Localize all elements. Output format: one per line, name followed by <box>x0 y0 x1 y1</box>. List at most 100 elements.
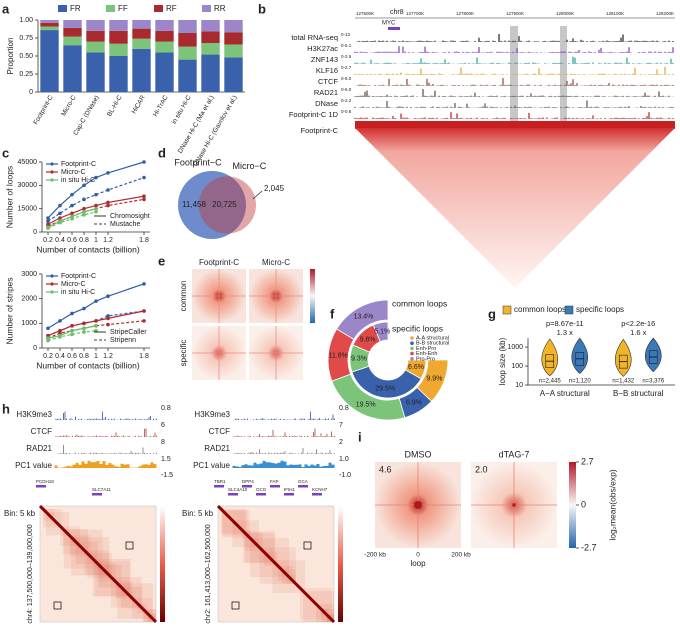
bar-segment <box>178 46 197 60</box>
violin <box>571 337 589 374</box>
segment-label: 9.3% <box>351 356 367 363</box>
track-signal <box>354 56 674 64</box>
legend-label: FF <box>118 4 128 13</box>
bar-segment <box>155 30 174 42</box>
bar-segment <box>109 30 128 44</box>
fold-change: 1.3 x <box>557 328 574 337</box>
bar-segment <box>40 22 59 27</box>
coordinate-label: 127800K <box>456 11 474 16</box>
track-range: 0-8.0 <box>341 76 352 81</box>
x-tick-label: Hi-TrAC <box>152 94 170 118</box>
map-label: Footprint-C <box>300 126 338 135</box>
segment-label: 9.9% <box>426 375 442 382</box>
track-signal <box>354 77 674 86</box>
track-range: 0-13 <box>341 32 351 37</box>
bin-label: Bin: 5 kb <box>182 509 214 518</box>
gene <box>284 493 294 496</box>
colorbar <box>310 269 315 323</box>
data-point <box>46 216 50 220</box>
highlight <box>510 26 518 128</box>
legend-label: in situ Hi-C <box>61 289 95 296</box>
track-signal <box>233 447 335 454</box>
y-tick-label: 30000 <box>18 182 38 189</box>
track-max: 1.5 <box>161 456 171 463</box>
data-point <box>94 319 98 323</box>
legend-label: Stripenn <box>110 337 136 344</box>
data-point <box>142 160 146 164</box>
x-tick-label: Footprint-C <box>32 94 54 126</box>
legend-swatch <box>58 5 67 12</box>
track-min: -1.5 <box>161 472 173 479</box>
legend-label: Footprint-C <box>61 273 96 280</box>
venn-value: 11,458 <box>182 200 206 209</box>
loop-box <box>53 601 62 610</box>
data-point <box>94 203 98 208</box>
enrichment-label: 4.6 <box>379 464 392 474</box>
bar-segment <box>132 28 151 39</box>
segment-label: 19.5% <box>356 402 376 409</box>
y-tick-label: 45000 <box>18 159 38 166</box>
legend-label: Footprint-C <box>61 161 96 168</box>
contact-diagonal <box>216 504 336 624</box>
data-point <box>82 326 86 331</box>
gene-label: PCDH18 <box>36 479 54 484</box>
x-tick-label: 1.8 <box>139 353 149 360</box>
colorbar <box>569 462 576 548</box>
heatmap-title: dTAG-7 <box>499 449 530 459</box>
highlight <box>560 26 567 128</box>
y-tick-label: 0 <box>29 89 33 96</box>
track-range: 0-2.7 <box>341 65 352 70</box>
segment-label: 6.9% <box>406 400 422 407</box>
gene-label: IFIH1 <box>284 487 295 492</box>
data-point <box>58 331 62 336</box>
colorbar <box>160 506 165 622</box>
x-tick-label: 200 kb <box>451 552 471 559</box>
track-label: Footprint-C 1D <box>289 110 339 119</box>
x-tick-label: -200 kb <box>364 552 386 559</box>
panel-label: i <box>358 429 362 444</box>
donut-segment <box>372 321 389 343</box>
data-point <box>46 219 50 223</box>
track-signal <box>233 428 335 437</box>
data-point <box>70 328 74 333</box>
group-label: A−A structural <box>540 389 590 398</box>
data-point <box>94 299 98 303</box>
y-tick-label: 10 <box>515 382 523 389</box>
x-tick-label: in situ Hi-C <box>171 94 193 125</box>
region-label: chr4: 137,500,000–139,000,000 <box>27 524 34 623</box>
track-signal <box>354 112 674 119</box>
x-tick-label: Micro-C <box>60 94 78 117</box>
data-point <box>58 203 62 208</box>
venn-circle <box>198 176 256 234</box>
data-point <box>82 209 86 214</box>
count-label: n=2,445 <box>539 379 562 385</box>
y-axis-title: Number of stripes <box>4 277 14 344</box>
bar-segment <box>109 20 128 31</box>
bar-segment <box>178 32 197 47</box>
coordinate-label: 127900K <box>506 11 524 16</box>
contact-diagonal <box>38 504 158 624</box>
bar-segment <box>224 44 243 58</box>
gene <box>312 493 322 496</box>
legend-label: RF <box>166 4 177 13</box>
row-label: specific <box>179 340 188 367</box>
track-max: 0.8 <box>161 405 171 412</box>
venn-value: 20,725 <box>212 200 237 209</box>
ring-title: common loops <box>392 298 447 308</box>
legend-marker <box>410 351 414 356</box>
data-point <box>106 314 110 318</box>
data-point <box>58 335 62 339</box>
gene <box>256 493 266 496</box>
legend-label: Enh-Enh <box>416 351 437 357</box>
track-label: CTCF <box>209 427 230 436</box>
track-label: ZNF143 <box>311 55 338 64</box>
track-label: RAD21 <box>314 88 338 97</box>
legend-label: FR <box>70 4 81 13</box>
data-point <box>46 336 50 340</box>
track-label: total RNA-seq <box>291 33 338 42</box>
contact-band <box>355 121 675 129</box>
series-line <box>47 330 97 342</box>
data-point <box>58 211 62 216</box>
x-tick-label: 0.8 <box>79 353 89 360</box>
track-label: RAD21 <box>26 444 52 453</box>
